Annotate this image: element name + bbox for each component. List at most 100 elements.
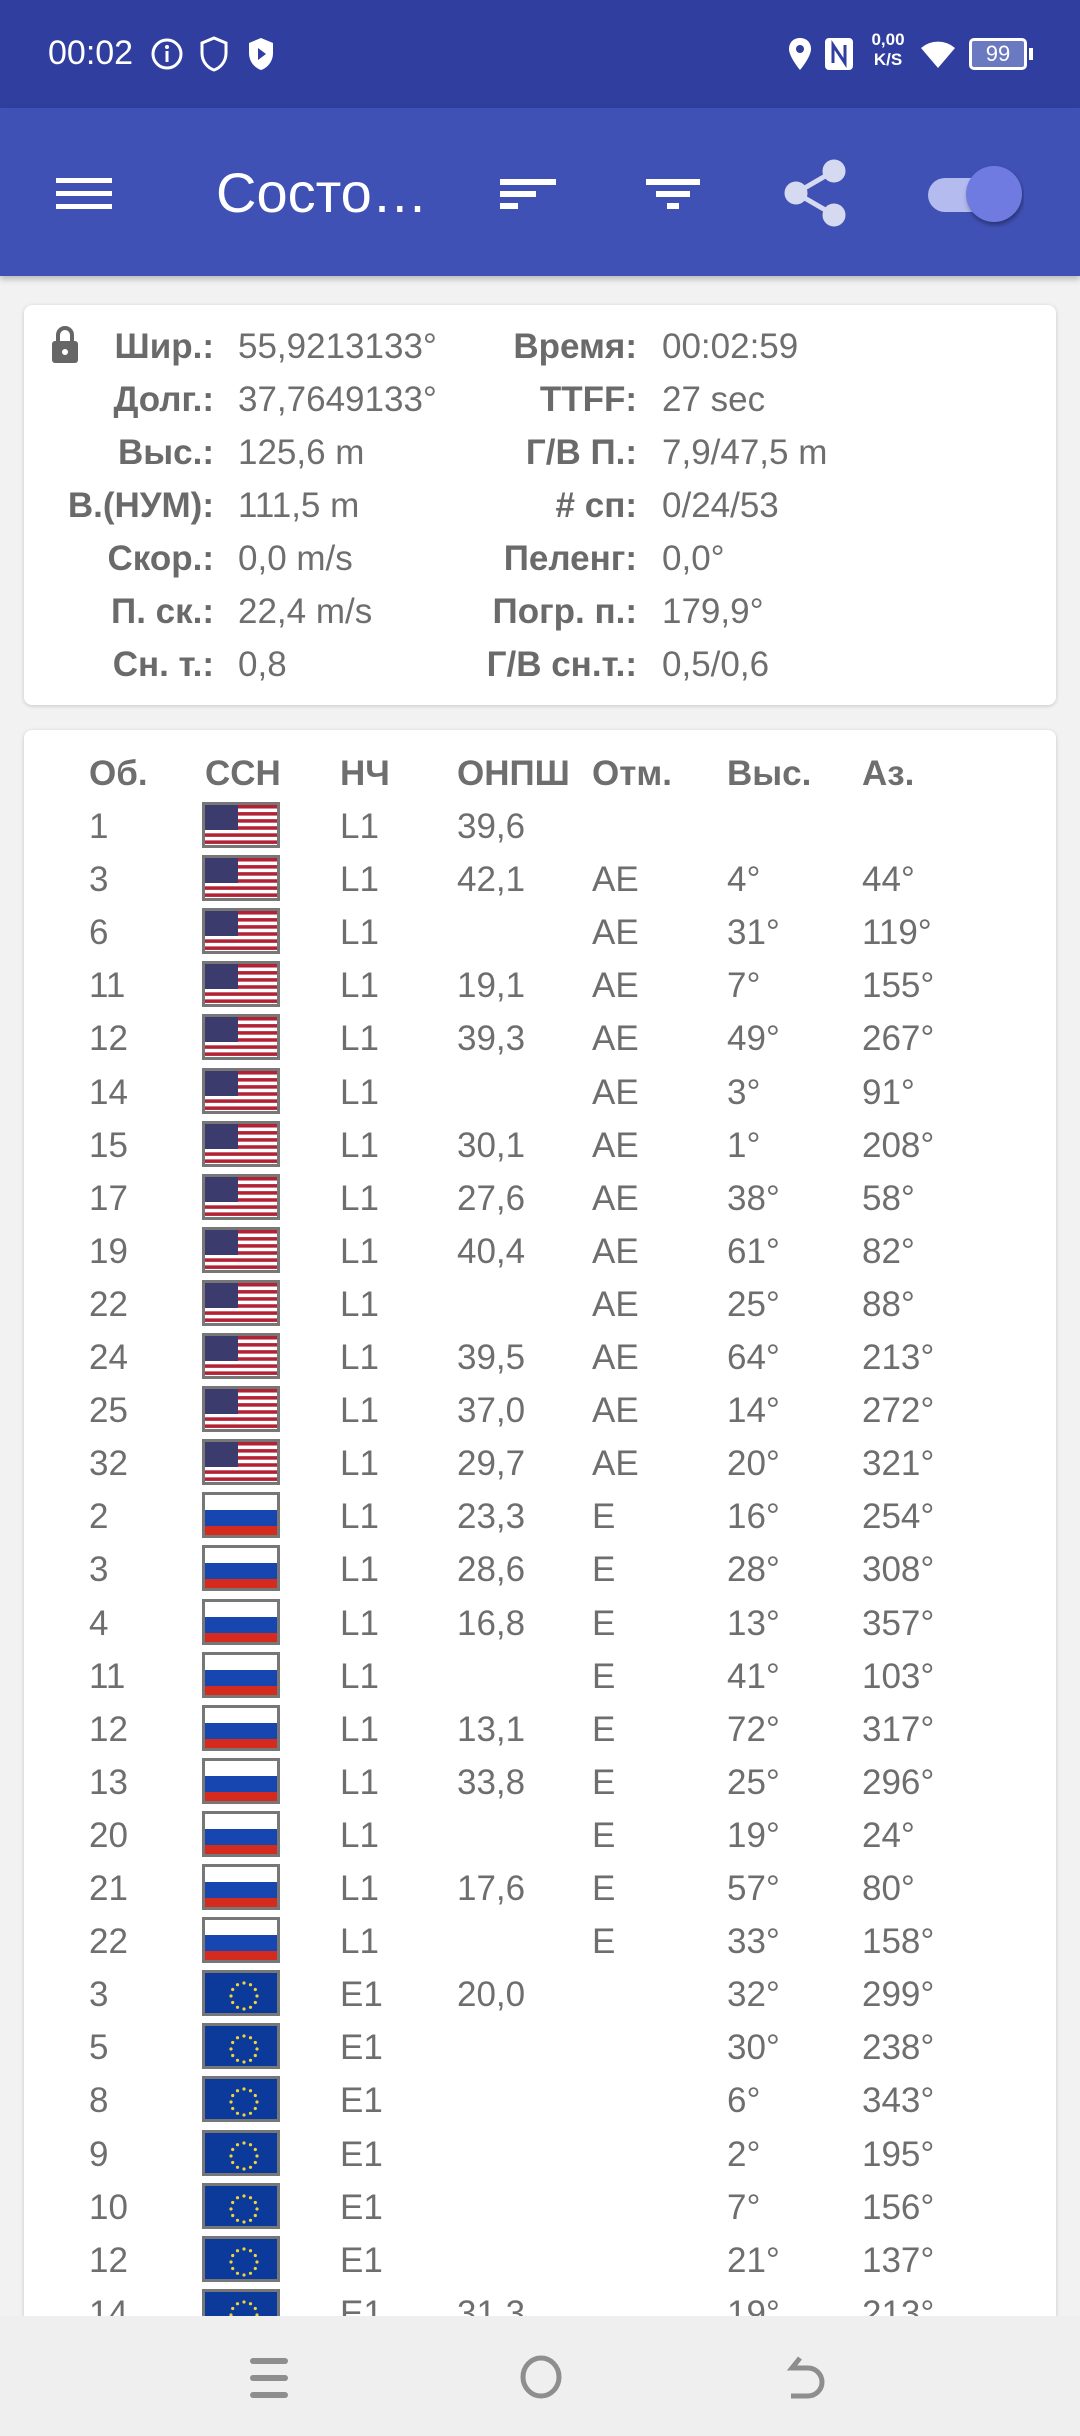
table-row[interactable]: 20 L1 E 19° 24° xyxy=(24,1809,1056,1862)
flags: AE xyxy=(592,1125,639,1165)
usa-flag-icon xyxy=(202,1120,280,1167)
table-row[interactable]: 6 L1 AE 31° 119° xyxy=(24,906,1056,959)
table-row[interactable]: 13 L1 33,8 E 25° 296° xyxy=(24,1756,1056,1809)
azimuth: 238° xyxy=(862,2028,935,2068)
elevation: 14° xyxy=(727,1391,780,1431)
azimuth: 272° xyxy=(862,1391,935,1431)
table-row[interactable]: 12 L1 13,1 E 72° 317° xyxy=(24,1703,1056,1756)
flags: AE xyxy=(592,1072,639,1112)
column-header[interactable]: НЧ xyxy=(340,754,390,793)
azimuth: 195° xyxy=(862,2134,935,2174)
table-row[interactable]: 8 E1 6° 343° xyxy=(24,2074,1056,2127)
table-row[interactable]: 32 L1 29,7 AE 20° 321° xyxy=(24,1437,1056,1490)
table-row[interactable]: 4 L1 16,8 E 13° 357° xyxy=(24,1597,1056,1650)
wifi-icon xyxy=(918,36,958,72)
table-row[interactable]: 21 L1 17,6 E 57° 80° xyxy=(24,1862,1056,1915)
column-header[interactable]: Аз. xyxy=(862,754,915,793)
elevation: 25° xyxy=(727,1284,780,1324)
flags: E xyxy=(592,1603,616,1643)
table-row[interactable]: 22 L1 E 33° 158° xyxy=(24,1915,1056,1968)
sort-icon[interactable] xyxy=(494,158,564,228)
frequency: L1 xyxy=(340,1072,379,1112)
cn0: 20,0 xyxy=(457,1975,526,2015)
table-row[interactable]: 2 L1 23,3 E 16° 254° xyxy=(24,1490,1056,1543)
column-header[interactable]: Об. xyxy=(89,754,148,793)
info-value: 179,9° xyxy=(662,592,764,631)
table-row[interactable]: 3 L1 42,1 AE 4° 44° xyxy=(24,853,1056,906)
table-row[interactable]: 12 E1 21° 137° xyxy=(24,2234,1056,2287)
table-row[interactable]: 12 L1 39,3 AE 49° 267° xyxy=(24,1012,1056,1065)
table-row[interactable]: 25 L1 37,0 AE 14° 272° xyxy=(24,1384,1056,1437)
sat-id: 3 xyxy=(89,1975,109,2015)
azimuth: 254° xyxy=(862,1497,935,1537)
azimuth: 208° xyxy=(862,1125,935,1165)
table-row[interactable]: 24 L1 39,5 AE 64° 213° xyxy=(24,1331,1056,1384)
eu-flag-icon xyxy=(202,2182,280,2229)
russia-flag-icon xyxy=(202,1864,280,1910)
info-label: Г/В сн.т.: xyxy=(486,645,637,684)
column-header[interactable]: ССН xyxy=(205,754,281,793)
table-row[interactable]: 14 L1 AE 3° 91° xyxy=(24,1066,1056,1119)
back-icon[interactable] xyxy=(786,2354,832,2405)
eu-flag-icon xyxy=(202,2235,280,2282)
table-row[interactable]: 22 L1 AE 25° 88° xyxy=(24,1278,1056,1331)
table-row[interactable]: 3 E1 20,0 32° 299° xyxy=(24,1968,1056,2021)
flags: E xyxy=(592,1869,616,1908)
elevation: 3° xyxy=(727,1072,761,1112)
azimuth: 24° xyxy=(862,1815,915,1855)
info-value: 0,0 m/s xyxy=(238,539,353,578)
toggle-switch[interactable] xyxy=(924,158,1024,228)
home-icon[interactable] xyxy=(518,2354,564,2405)
azimuth: 91° xyxy=(862,1072,915,1112)
russia-flag-icon xyxy=(202,1492,280,1539)
table-row[interactable]: 11 L1 E 41° 103° xyxy=(24,1650,1056,1703)
elevation: 32° xyxy=(727,1975,780,2015)
menu-icon[interactable] xyxy=(50,158,120,228)
info-row: Шир.: 55,9213133° Время: 00:02:59 xyxy=(24,322,1056,372)
table-row[interactable]: 9 E1 2° 195° xyxy=(24,2128,1056,2181)
frequency: L1 xyxy=(340,1497,379,1537)
flags: E xyxy=(592,1762,616,1802)
table-row[interactable]: 11 L1 19,1 AE 7° 155° xyxy=(24,959,1056,1012)
elevation: 72° xyxy=(727,1709,780,1749)
status-time: 00:02 xyxy=(48,34,134,72)
sat-id: 14 xyxy=(89,1072,128,1112)
info-value: 0,5/0,6 xyxy=(662,645,770,684)
table-row[interactable]: 1 L1 39,6 xyxy=(24,800,1056,853)
elevation: 13° xyxy=(727,1603,780,1643)
column-header[interactable]: ОНПШ xyxy=(457,754,570,793)
table-row[interactable]: 17 L1 27,6 AE 38° 58° xyxy=(24,1172,1056,1225)
table-row[interactable]: 15 L1 30,1 AE 1° 208° xyxy=(24,1119,1056,1172)
sat-id: 24 xyxy=(89,1338,128,1377)
cn0: 19,1 xyxy=(457,966,526,1006)
sat-id: 32 xyxy=(89,1444,128,1484)
frequency: L1 xyxy=(340,913,379,953)
table-row[interactable]: 5 E1 30° 238° xyxy=(24,2021,1056,2074)
frequency: L1 xyxy=(340,807,379,846)
flags: AE xyxy=(592,913,639,953)
cn0: 33,8 xyxy=(457,1762,526,1802)
info-value: 37,7649133° xyxy=(238,380,437,419)
table-row[interactable]: 3 L1 28,6 E 28° 308° xyxy=(24,1543,1056,1596)
table-row[interactable]: 10 E1 7° 156° xyxy=(24,2181,1056,2234)
column-header[interactable]: Отм. xyxy=(592,754,672,793)
app-bar: Состо… xyxy=(0,108,1080,276)
table-row[interactable]: 19 L1 40,4 AE 61° 82° xyxy=(24,1225,1056,1278)
filter-icon[interactable] xyxy=(638,158,708,228)
elevation: 61° xyxy=(727,1231,780,1271)
recents-icon[interactable] xyxy=(248,2356,292,2405)
cn0: 39,6 xyxy=(457,807,526,846)
sat-id: 5 xyxy=(89,2028,109,2068)
share-icon[interactable] xyxy=(780,158,850,228)
frequency: L1 xyxy=(340,1656,379,1696)
azimuth: 137° xyxy=(862,2240,935,2280)
column-header[interactable]: Выс. xyxy=(727,754,812,793)
flags: AE xyxy=(592,1284,639,1324)
sat-id: 6 xyxy=(89,913,109,953)
sat-id: 11 xyxy=(89,966,126,1006)
elevation: 64° xyxy=(727,1338,780,1377)
flags: AE xyxy=(592,1231,639,1271)
info-value: 0,8 xyxy=(238,645,287,684)
usa-flag-icon xyxy=(202,802,280,848)
cn0: 37,0 xyxy=(457,1391,526,1431)
